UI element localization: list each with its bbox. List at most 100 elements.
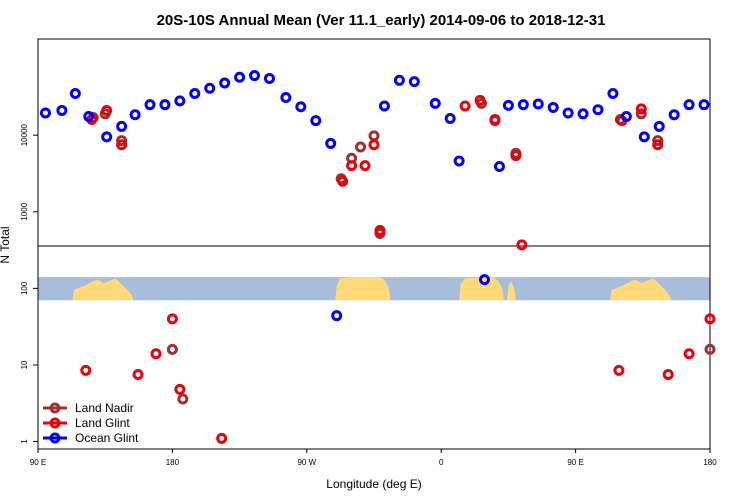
data-point bbox=[698, 99, 710, 111]
legend-label: Ocean Glint bbox=[75, 431, 139, 445]
land-mass-2 bbox=[335, 277, 391, 301]
data-point bbox=[346, 160, 358, 172]
y-tick-label: 100 bbox=[20, 281, 29, 295]
data-point bbox=[331, 310, 343, 322]
x-tick-label: 90 W bbox=[297, 458, 316, 467]
data-point bbox=[374, 224, 386, 236]
y-tick-label: 1000 bbox=[20, 202, 29, 220]
data-point bbox=[532, 98, 544, 110]
data-point bbox=[159, 99, 171, 111]
data-point bbox=[562, 107, 574, 119]
data-point bbox=[295, 101, 307, 113]
data-point bbox=[263, 72, 275, 84]
land-mass-1 bbox=[72, 278, 134, 301]
data-point bbox=[378, 100, 390, 112]
data-point bbox=[620, 111, 632, 123]
data-point bbox=[516, 239, 528, 251]
data-point bbox=[234, 71, 246, 83]
data-point bbox=[683, 348, 695, 360]
data-point bbox=[653, 120, 665, 132]
legend-marker bbox=[49, 402, 61, 414]
data-point bbox=[493, 160, 505, 172]
data-point bbox=[69, 87, 81, 99]
data-point bbox=[166, 343, 178, 355]
data-point bbox=[638, 131, 650, 143]
land-mask-strip bbox=[38, 277, 710, 301]
data-point bbox=[116, 139, 128, 151]
data-point bbox=[510, 150, 522, 162]
data-point bbox=[652, 135, 664, 147]
land-mass-5 bbox=[609, 278, 672, 301]
data-point bbox=[56, 104, 68, 116]
data-point bbox=[310, 115, 322, 127]
data-point bbox=[83, 111, 95, 123]
data-point bbox=[444, 112, 456, 124]
data-point bbox=[668, 109, 680, 121]
y-tick-label: 10000 bbox=[20, 123, 29, 146]
data-point bbox=[489, 114, 501, 126]
data-point bbox=[249, 70, 261, 82]
x-axis-title: Longitude (deg E) bbox=[326, 477, 421, 491]
data-point bbox=[474, 94, 486, 106]
data-point bbox=[80, 364, 92, 376]
land-mass-4 bbox=[506, 281, 516, 301]
x-tick-label: 180 bbox=[166, 458, 180, 467]
data-point bbox=[325, 137, 337, 149]
series-land-glint bbox=[80, 94, 716, 444]
data-point bbox=[704, 313, 716, 325]
data-point bbox=[517, 99, 529, 111]
data-point bbox=[459, 100, 471, 112]
data-point bbox=[144, 99, 156, 111]
data-point bbox=[129, 109, 141, 121]
data-point bbox=[116, 120, 128, 132]
data-point bbox=[204, 82, 216, 94]
data-point bbox=[368, 139, 380, 151]
data-point bbox=[368, 130, 380, 142]
data-point bbox=[662, 369, 674, 381]
data-point bbox=[635, 103, 647, 115]
data-point bbox=[337, 175, 349, 187]
data-point bbox=[547, 101, 559, 113]
series-land-nadir bbox=[87, 97, 716, 405]
y-axis: 1 10 100 1000 10000 bbox=[20, 123, 38, 444]
data-point bbox=[174, 95, 186, 107]
data-point bbox=[683, 99, 695, 111]
data-point bbox=[359, 160, 371, 172]
data-point bbox=[704, 343, 716, 355]
y-tick-label: 10 bbox=[20, 360, 29, 369]
data-point bbox=[577, 108, 589, 120]
data-point bbox=[189, 87, 201, 99]
y-axis-title: N Total bbox=[0, 226, 12, 263]
x-tick-label: 90 E bbox=[567, 458, 583, 467]
x-tick-label: 0 bbox=[439, 458, 444, 467]
legend-label: Land Glint bbox=[75, 416, 130, 430]
data-point bbox=[150, 348, 162, 360]
x-tick-label: 180 bbox=[703, 458, 717, 467]
data-point bbox=[219, 77, 231, 89]
data-point bbox=[39, 107, 51, 119]
series-ocean-glint bbox=[39, 70, 710, 322]
data-point bbox=[408, 76, 420, 88]
data-point bbox=[280, 92, 292, 104]
legend-marker bbox=[49, 432, 61, 444]
data-point bbox=[132, 369, 144, 381]
data-point bbox=[355, 141, 367, 153]
data-point bbox=[216, 432, 228, 444]
data-point bbox=[429, 97, 441, 109]
legend-marker bbox=[49, 417, 61, 429]
plot-frame bbox=[37, 38, 711, 450]
data-point bbox=[174, 383, 186, 395]
legend-label: Land Nadir bbox=[75, 401, 134, 415]
chart-title: 20S-10S Annual Mean (Ver 11.1_early) 201… bbox=[157, 12, 606, 29]
data-point bbox=[166, 313, 178, 325]
data-point bbox=[177, 393, 189, 405]
data-point bbox=[592, 104, 604, 116]
data-point bbox=[116, 135, 128, 147]
data-point bbox=[613, 364, 625, 376]
data-point bbox=[635, 108, 647, 120]
x-tick-label: 90 E bbox=[30, 458, 46, 467]
data-point bbox=[393, 74, 405, 86]
land-mass-3 bbox=[459, 277, 504, 301]
